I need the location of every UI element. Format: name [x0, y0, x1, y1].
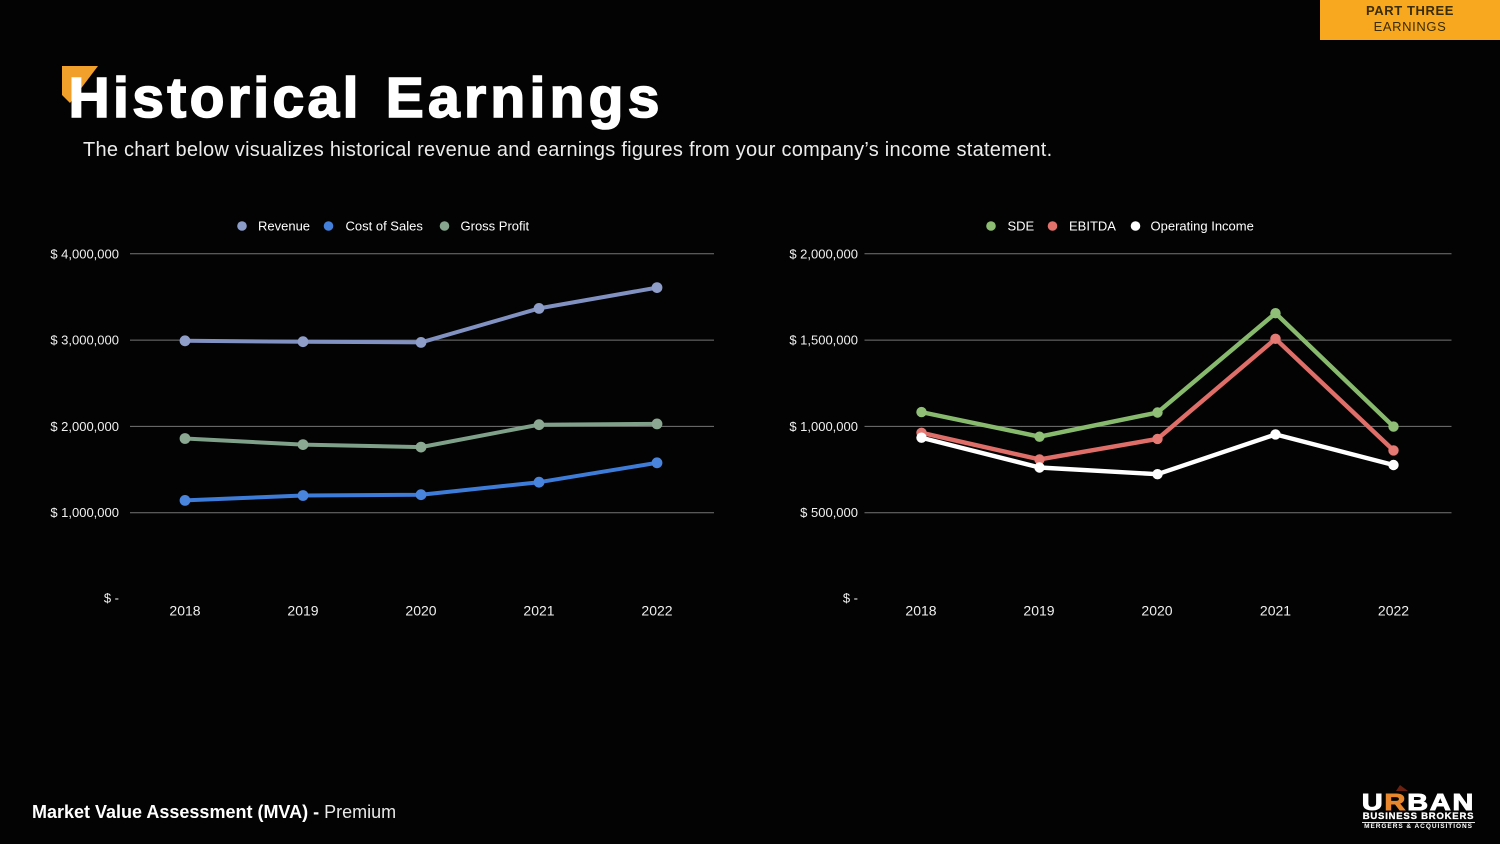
svg-text:$ -: $ - [843, 591, 858, 606]
svg-text:Revenue: Revenue [258, 219, 310, 234]
svg-text:$ 500,000: $ 500,000 [800, 505, 858, 520]
svg-text:2020: 2020 [405, 603, 436, 619]
svg-text:$ 1,000,000: $ 1,000,000 [789, 419, 858, 434]
svg-text:2018: 2018 [169, 603, 200, 619]
svg-text:2022: 2022 [1378, 603, 1409, 619]
svg-text:2019: 2019 [287, 603, 318, 619]
svg-text:2022: 2022 [641, 603, 672, 619]
svg-text:2020: 2020 [1141, 603, 1172, 619]
svg-text:2019: 2019 [1023, 603, 1054, 619]
svg-text:$ 2,000,000: $ 2,000,000 [789, 246, 858, 261]
svg-text:Cost of Sales: Cost of Sales [346, 219, 424, 234]
svg-text:$ 2,000,000: $ 2,000,000 [50, 419, 119, 434]
svg-text:EBITDA: EBITDA [1069, 219, 1116, 234]
svg-text:$ -: $ - [104, 591, 119, 606]
svg-text:2021: 2021 [1260, 603, 1291, 619]
svg-text:$ 3,000,000: $ 3,000,000 [50, 333, 119, 348]
svg-text:Gross Profit: Gross Profit [461, 219, 530, 234]
svg-text:$ 4,000,000: $ 4,000,000 [50, 246, 119, 261]
svg-text:$ 1,500,000: $ 1,500,000 [789, 333, 858, 348]
svg-text:2018: 2018 [905, 603, 936, 619]
svg-text:Operating Income: Operating Income [1151, 219, 1254, 234]
svg-text:2021: 2021 [523, 603, 554, 619]
svg-text:SDE: SDE [1008, 219, 1035, 234]
svg-text:$ 1,000,000: $ 1,000,000 [50, 505, 119, 520]
